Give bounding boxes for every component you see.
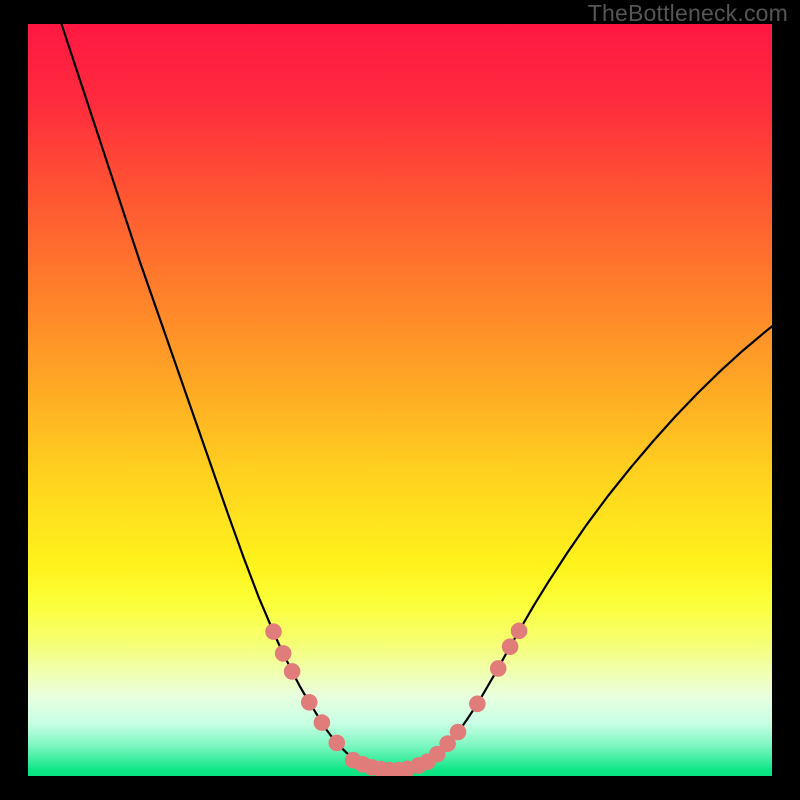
curve-marker [469, 696, 486, 713]
curve-marker [372, 761, 389, 776]
plot-area [28, 24, 772, 776]
curve-marker [502, 638, 519, 655]
curve-layer [28, 24, 772, 776]
curve-marker [345, 752, 362, 769]
curve-marker [429, 746, 446, 763]
curve-marker [419, 753, 436, 770]
curve-marker [275, 645, 292, 662]
chart-stage: TheBottleneck.com [0, 0, 800, 800]
curve-marker [355, 756, 372, 773]
curve-marker [265, 623, 282, 640]
curve-marker [490, 660, 507, 677]
curve-marker [450, 724, 467, 741]
curve-marker [390, 762, 407, 776]
curve-marker [328, 735, 345, 752]
curve-marker [314, 714, 331, 731]
watermark-text: TheBottleneck.com [588, 0, 788, 27]
curve-marker [381, 762, 398, 776]
curve-marker [301, 694, 318, 711]
bottleneck-curve [61, 24, 772, 770]
curve-marker [363, 759, 380, 776]
curve-marker [511, 623, 528, 640]
curve-marker [439, 735, 456, 752]
curve-marker [399, 761, 416, 776]
curve-marker [410, 757, 427, 774]
curve-marker [284, 663, 301, 680]
